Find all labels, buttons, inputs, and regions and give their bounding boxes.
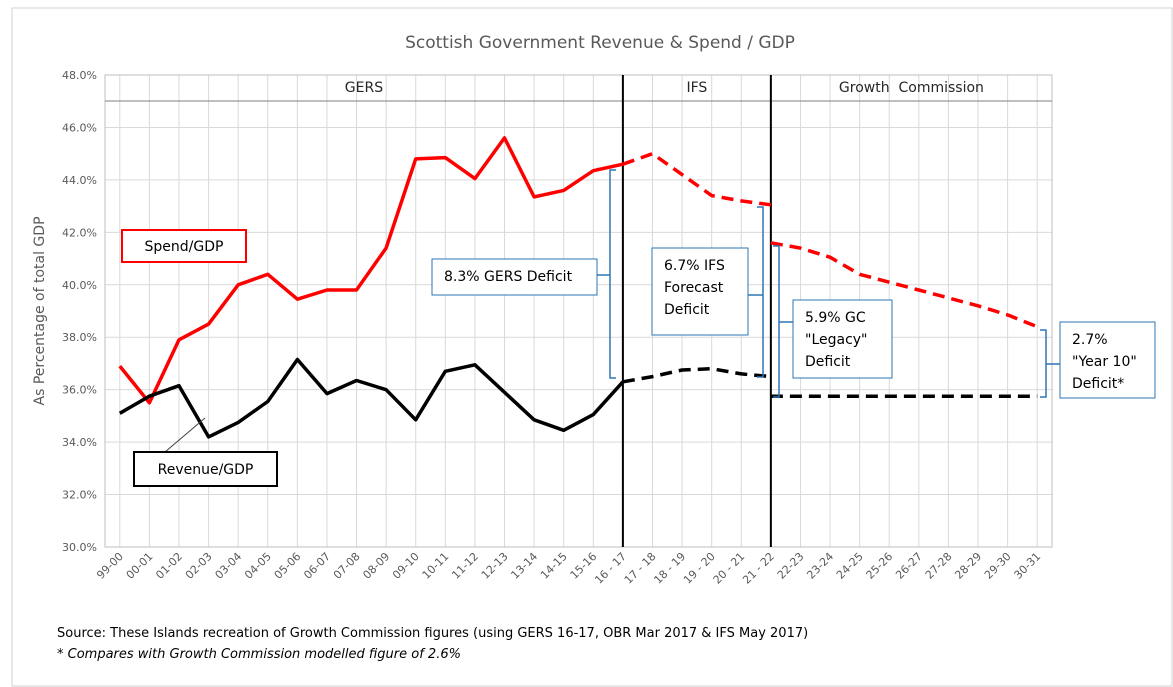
- footnote: * Compares with Growth Commission modell…: [57, 647, 461, 662]
- source: Source: These Islands recreation of Grow…: [57, 626, 808, 641]
- y-axis-label: As Percentage of total GDP: [32, 216, 48, 405]
- gc-deficit: "Legacy": [805, 332, 868, 348]
- deficit-bracket: [597, 169, 616, 379]
- chart-title: Scottish Government Revenue & Spend / GD…: [405, 33, 795, 53]
- x-tick-label: 99-00: [94, 550, 126, 582]
- ifs-deficit: 6.7% IFS: [664, 258, 725, 274]
- series-line: [622, 151, 772, 207]
- leader-line: [164, 417, 206, 453]
- year10-deficit: Deficit*: [1072, 376, 1124, 392]
- year10-deficit: "Year 10": [1072, 354, 1137, 370]
- x-tick-label: 14-15: [538, 550, 570, 582]
- x-tick-label: 02-03: [183, 550, 215, 582]
- spend-label-box: [121, 229, 247, 263]
- region-label: GERS: [345, 80, 383, 96]
- ifs-deficit-box: [651, 247, 749, 336]
- x-tick-label: 28-29: [952, 550, 984, 582]
- x-tick-label: 17 - 18: [622, 550, 659, 587]
- region-label: Growth Commission: [839, 80, 984, 96]
- gc-deficit: 5.9% GC: [805, 310, 866, 326]
- x-tick-label: 22-23: [775, 550, 807, 582]
- x-tick-label: 30-31: [1012, 550, 1044, 582]
- revenue-label: Revenue/GDP: [158, 462, 254, 478]
- gc-deficit: Deficit: [805, 354, 851, 370]
- ifs-deficit: Deficit: [664, 302, 710, 318]
- x-tick-label: 03-04: [212, 550, 244, 582]
- x-tick-label: 27-28: [923, 550, 955, 582]
- x-tick-label: 16 - 17: [592, 550, 629, 587]
- deficit-bracket: [773, 245, 793, 398]
- x-tick-label: 25-26: [864, 550, 896, 582]
- x-tick-label: 20 - 21: [711, 550, 748, 587]
- x-tick-label: 12-13: [479, 550, 511, 582]
- plot-border: [104, 74, 1053, 548]
- gers-deficit: 8.3% GERS Deficit: [444, 269, 573, 285]
- deficit-bracket: [1040, 329, 1060, 398]
- gc-deficit-box: [792, 299, 893, 379]
- x-tick-label: 10-11: [420, 550, 452, 582]
- x-tick-label: 09-10: [390, 550, 422, 582]
- x-tick-label: 07-08: [331, 550, 363, 582]
- y-tick-label: 48.0%: [62, 69, 97, 82]
- y-tick-label: 40.0%: [62, 279, 97, 292]
- series-line: [622, 366, 772, 384]
- y-tick-label: 36.0%: [62, 384, 97, 397]
- x-tick-label: 23-24: [804, 550, 836, 582]
- x-tick-label: 19 - 20: [681, 550, 718, 587]
- x-tick-label: 06-07: [301, 550, 333, 582]
- x-tick-label: 26-27: [893, 550, 925, 582]
- x-tick-label: 18 - 19: [651, 550, 688, 587]
- y-tick-label: 42.0%: [62, 226, 97, 239]
- region-label: IFS: [686, 80, 707, 96]
- year10-deficit-box: [1059, 321, 1156, 399]
- x-tick-label: 21 - 22: [740, 550, 777, 587]
- frame: [11, 7, 1173, 687]
- series-line: [770, 241, 1038, 329]
- x-tick-label: 05-06: [272, 550, 304, 582]
- x-tick-label: 00-01: [124, 550, 156, 582]
- spend-label: Spend/GDP: [145, 239, 224, 255]
- y-tick-label: 46.0%: [62, 121, 97, 134]
- x-tick-label: 24-25: [834, 550, 866, 582]
- x-tick-label: 11-12: [449, 550, 481, 582]
- revenue-label-box: [133, 451, 278, 487]
- x-tick-label: 04-05: [242, 550, 274, 582]
- x-tick-label: 13-14: [508, 550, 540, 582]
- gers-deficit-box: [431, 258, 598, 296]
- y-tick-label: 32.0%: [62, 489, 97, 502]
- y-tick-label: 38.0%: [62, 331, 97, 344]
- x-tick-label: 29-30: [982, 550, 1014, 582]
- deficit-bracket: [748, 206, 764, 378]
- x-tick-label: 08-09: [360, 550, 392, 582]
- year10-deficit: 2.7%: [1072, 332, 1108, 348]
- y-tick-label: 44.0%: [62, 174, 97, 187]
- ifs-deficit: Forecast: [664, 280, 724, 296]
- series-line: [118, 357, 625, 439]
- y-tick-label: 30.0%: [62, 541, 97, 554]
- y-tick-label: 34.0%: [62, 436, 97, 449]
- series-line: [118, 136, 624, 405]
- x-tick-label: 01-02: [153, 550, 185, 582]
